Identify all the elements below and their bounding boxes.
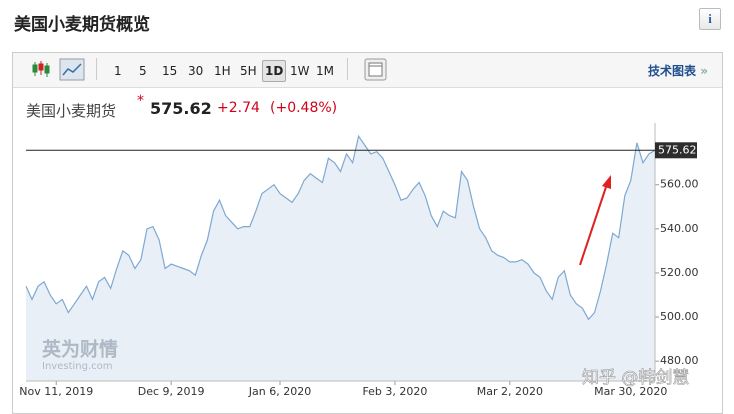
quote-change: +2.74	[217, 100, 260, 116]
watermark-site: Investing.com	[42, 361, 113, 372]
settings-icon[interactable]	[364, 58, 388, 82]
annotation-arrowhead	[602, 175, 611, 189]
info-button[interactable]: i	[699, 8, 721, 30]
page-title: 美国小麦期货概览	[14, 15, 150, 35]
y-tick-label: 480.00	[660, 354, 699, 367]
quote-change-percent: (+0.48%)	[270, 100, 338, 116]
interval-button[interactable]: 1	[114, 64, 122, 78]
x-tick-label: Mar 2, 2020	[477, 385, 543, 398]
separator	[96, 58, 97, 80]
chart-panel	[12, 52, 723, 414]
last-price-label: 575.62	[658, 143, 697, 156]
watermark-author: 知乎 @韩剑慧	[582, 368, 689, 388]
technical-chart-link[interactable]: 技术图表	[648, 62, 708, 79]
separator	[347, 58, 348, 80]
quote-price: 575.62	[150, 99, 212, 118]
quote-name: 美国小麦期货	[26, 102, 117, 120]
interval-button[interactable]: 1W	[290, 64, 310, 78]
interval-button[interactable]: 1M	[316, 64, 334, 78]
y-tick-label: 560.00	[660, 178, 699, 191]
area-fill	[26, 136, 655, 381]
y-tick-label: 540.00	[660, 222, 699, 235]
x-tick-label: Jan 6, 2020	[248, 385, 311, 398]
line-chart-icon[interactable]	[59, 58, 85, 81]
annotation-arrow	[579, 183, 608, 266]
y-tick-label: 500.00	[660, 310, 699, 323]
watermark-brand: 英为财情	[42, 338, 118, 361]
x-tick-label: Nov 11, 2019	[19, 385, 93, 398]
live-indicator: *	[137, 93, 144, 109]
chart-type-icons	[32, 58, 85, 81]
candlestick-icon[interactable]	[32, 61, 50, 77]
last-price-box	[655, 142, 697, 159]
interval-button[interactable]: 1H	[214, 64, 231, 78]
interval-button[interactable]: 30	[188, 64, 204, 78]
interval-button[interactable]: 1D	[262, 60, 287, 82]
interval-button[interactable]: 5	[139, 64, 147, 78]
interval-button[interactable]: 5H	[240, 64, 257, 78]
line-chart-glyph	[62, 63, 82, 76]
price-line	[25, 134, 656, 321]
x-tick-label: Dec 9, 2019	[138, 385, 205, 398]
x-tick-label: Mar 30, 2020	[594, 385, 667, 398]
interval-button[interactable]: 15	[162, 64, 178, 78]
y-tick-label: 520.00	[660, 266, 699, 279]
x-tick-label: Feb 3, 2020	[362, 385, 427, 398]
